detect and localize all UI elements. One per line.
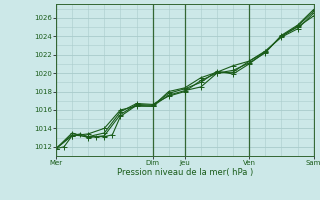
X-axis label: Pression niveau de la mer( hPa ): Pression niveau de la mer( hPa ) — [117, 168, 253, 177]
